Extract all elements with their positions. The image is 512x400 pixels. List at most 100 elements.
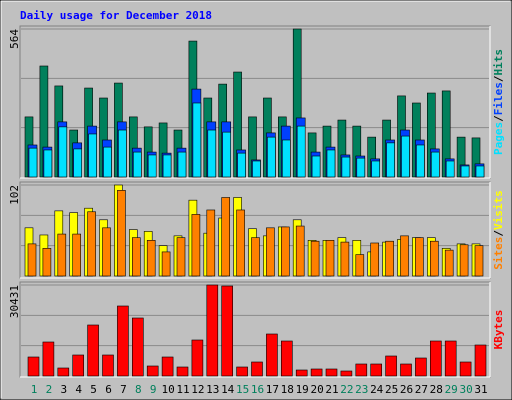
legend-entry: Sites: [492, 237, 505, 270]
bar: [192, 102, 202, 178]
bar: [370, 242, 380, 277]
x-tick-label: 16: [251, 383, 264, 396]
bar: [28, 147, 38, 178]
bar: [72, 233, 81, 277]
bar: [355, 254, 365, 277]
bar: [415, 357, 427, 377]
bar: [401, 135, 410, 178]
bar: [296, 125, 306, 178]
bar: [460, 165, 470, 178]
bar: [146, 240, 156, 277]
bar: [474, 245, 484, 277]
bar: [176, 366, 189, 377]
bar: [42, 341, 55, 377]
x-tick-label: 13: [206, 383, 219, 396]
bar: [429, 340, 442, 377]
x-tick-label: 31: [474, 383, 487, 396]
bar: [176, 237, 186, 277]
bar: [146, 365, 159, 377]
x-tick-label: 18: [281, 383, 294, 396]
bar: [415, 237, 424, 277]
bar: [161, 251, 171, 277]
bar: [385, 355, 397, 377]
bar: [311, 155, 321, 178]
bar: [251, 237, 260, 277]
bar: [444, 340, 457, 377]
bar: [281, 139, 291, 178]
bar: [147, 154, 157, 178]
x-tick-label: 17: [266, 383, 279, 396]
bar: [221, 285, 233, 377]
bar: [132, 317, 144, 377]
bar: [371, 160, 381, 178]
bar: [57, 233, 67, 277]
bar: [386, 142, 395, 178]
bar: [459, 361, 472, 377]
bar: [73, 148, 82, 178]
x-tick-label: 20: [310, 383, 323, 396]
bar: [117, 190, 126, 277]
legend-entry: KBytes: [492, 310, 505, 350]
legend-entry: Files: [492, 82, 505, 115]
x-tick-label: 30: [459, 383, 472, 396]
bar: [236, 209, 245, 277]
bar: [117, 305, 129, 377]
bar: [251, 361, 263, 377]
bar: [252, 160, 261, 178]
chart-title: Daily usage for December 2018: [20, 9, 212, 22]
x-tick-label: 22: [340, 383, 353, 396]
x-tick-label: 24: [370, 383, 384, 396]
bar: [280, 340, 293, 377]
x-tick-label: 29: [445, 383, 458, 396]
legend: Sites/Visits: [492, 190, 505, 270]
bar: [356, 157, 366, 178]
bar: [267, 136, 276, 178]
bar: [132, 237, 141, 277]
bar: [295, 369, 308, 377]
bar: [266, 227, 275, 277]
bar: [341, 156, 351, 178]
bar: [207, 129, 217, 178]
bar: [416, 144, 425, 178]
bar: [459, 244, 469, 277]
bar: [326, 149, 336, 178]
bar: [221, 197, 230, 277]
bar: [191, 214, 201, 277]
legend: Pages/Files/Hits: [492, 49, 505, 155]
bar: [72, 354, 84, 377]
bar: [102, 227, 111, 277]
legend-separator: /: [492, 115, 505, 122]
bar: [475, 165, 485, 178]
bar: [355, 363, 368, 377]
legend: KBytes: [492, 310, 505, 350]
bar: [340, 241, 350, 277]
x-tick-label: 12: [191, 383, 204, 396]
bar: [161, 356, 174, 377]
x-tick-label: 5: [90, 383, 97, 396]
bar: [474, 344, 487, 377]
y-tick-label: 564: [8, 29, 21, 49]
bar: [133, 151, 142, 178]
bar: [340, 370, 353, 377]
x-tick-label: 27: [415, 383, 428, 396]
bar: [444, 249, 454, 277]
bar: [177, 151, 187, 178]
y-tick-label: 30431: [8, 285, 21, 318]
x-tick-label: 26: [400, 383, 413, 396]
x-tick-label: 14: [221, 383, 235, 396]
x-tick-label: 19: [296, 383, 309, 396]
x-tick-label: 28: [430, 383, 443, 396]
x-tick-label: 1: [31, 383, 38, 396]
bar: [310, 368, 323, 377]
bar: [42, 248, 52, 277]
bar: [400, 235, 409, 277]
bar: [58, 126, 68, 178]
x-tick-label: 11: [176, 383, 189, 396]
bar: [266, 333, 278, 377]
bar: [430, 151, 440, 178]
bar: [385, 240, 394, 277]
bar: [87, 324, 99, 377]
bar: [325, 240, 335, 277]
legend-entry: Visits: [492, 190, 505, 230]
